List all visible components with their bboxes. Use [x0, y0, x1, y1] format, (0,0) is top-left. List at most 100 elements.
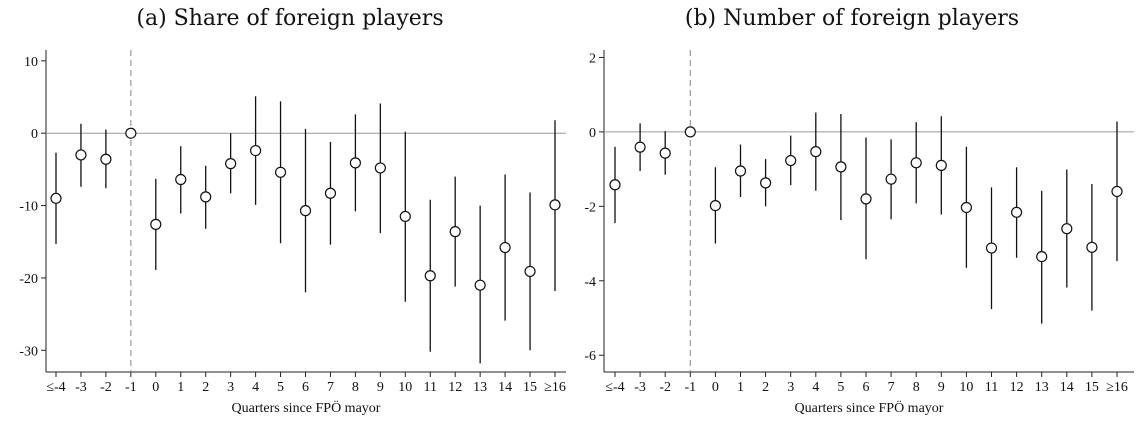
x-axis-title: Quarters since FPÖ mayor	[232, 399, 381, 416]
point-estimate	[100, 153, 112, 165]
y-tick-label: 0	[589, 126, 596, 141]
x-tick-label: 7	[327, 380, 334, 395]
x-tick-label: -1	[684, 380, 696, 395]
x-tick-label: -3	[634, 380, 646, 395]
point-estimate	[374, 162, 386, 174]
point-estimate	[150, 218, 162, 230]
x-tick-label: 14	[1060, 380, 1074, 395]
point-estimate	[1086, 241, 1098, 253]
panel-b-title: (b) Number of foreign players	[684, 6, 1020, 31]
x-tick-label: -1	[125, 380, 137, 395]
y-tick-label: 0	[31, 127, 38, 142]
point-estimate	[175, 173, 187, 186]
x-tick-label: ≤-4	[605, 380, 624, 395]
x-tick-label: 8	[352, 380, 359, 395]
x-tick-label: 15	[1085, 380, 1099, 395]
point-estimate	[1036, 251, 1048, 263]
x-tick-label: 2	[202, 380, 209, 395]
x-tick-label: 9	[938, 380, 945, 395]
point-estimate	[1111, 185, 1123, 198]
x-tick-label: 0	[712, 380, 719, 395]
panel-b-plot: 20-2-4-6≤-4 -3 -2 -1 0 1 2 3 4 5 6 7 8 9 10 11 12 13 14 15 ≥…	[584, 50, 1134, 416]
point-estimate	[609, 179, 621, 191]
point-estimate	[1010, 206, 1023, 218]
point-estimate	[1061, 223, 1073, 235]
x-tick-label: 0	[152, 380, 159, 395]
y-tick-label: -20	[19, 272, 38, 287]
point-estimate	[274, 166, 287, 178]
y-tick-label: 10	[24, 55, 38, 70]
x-tick-label: 7	[888, 380, 895, 395]
point-estimate	[860, 193, 872, 205]
point-estimate	[349, 157, 361, 169]
x-tick-label: 5	[837, 380, 844, 395]
x-tick-label: ≤-4	[46, 380, 65, 395]
point-estimate	[499, 241, 511, 254]
point-estimate	[125, 127, 137, 139]
y-tick-label: -4	[584, 275, 596, 290]
point-estimate	[225, 158, 237, 170]
x-tick-label: 9	[377, 380, 384, 395]
y-tick-label: -10	[19, 200, 38, 215]
x-tick-label: 12	[1010, 380, 1024, 395]
point-estimate	[449, 226, 461, 238]
point-estimate	[785, 154, 797, 167]
x-tick-label: 3	[227, 380, 234, 395]
x-tick-label: 11	[985, 380, 998, 395]
panel-a-title: (a) Share of foreign players	[136, 6, 444, 31]
x-tick-label: 2	[762, 380, 769, 395]
point-estimate	[810, 146, 822, 158]
x-tick-label: 1	[737, 380, 744, 395]
point-estimate	[634, 141, 646, 153]
x-tick-label: 13	[1035, 380, 1049, 395]
x-tick-label: 12	[448, 380, 462, 395]
point-estimate	[885, 173, 897, 185]
point-estimate	[549, 199, 561, 211]
x-tick-label: 4	[812, 380, 819, 395]
point-estimate	[985, 242, 998, 254]
x-tick-label: 5	[277, 380, 284, 395]
point-estimate	[835, 161, 847, 173]
x-tick-label: -2	[100, 380, 112, 395]
point-estimate	[734, 165, 747, 177]
x-tick-label: -2	[659, 380, 671, 395]
y-tick-label: -6	[584, 349, 596, 364]
point-estimate	[684, 126, 696, 138]
x-tick-label: ≥16	[1106, 380, 1128, 395]
y-tick-label: 2	[589, 51, 596, 66]
point-estimate	[200, 191, 212, 203]
x-tick-label: ≥16	[544, 380, 566, 395]
x-tick-label: 10	[398, 380, 412, 395]
point-estimate	[910, 157, 922, 169]
point-estimate	[324, 187, 337, 199]
y-tick-label: -2	[584, 200, 596, 215]
point-estimate	[424, 270, 436, 282]
x-tick-label: 10	[959, 380, 973, 395]
point-estimate	[759, 177, 772, 189]
x-tick-label: 14	[498, 380, 512, 395]
point-estimate	[50, 192, 62, 204]
x-tick-label: 15	[523, 380, 537, 395]
point-estimate	[399, 210, 411, 223]
point-estimate	[960, 201, 973, 214]
x-tick-label: 6	[863, 380, 870, 395]
panel-a-plot: 100-10-20-30≤-4 -3 -2 -1 0 1 2 3 4 5 6 7 8 9 10 11 12 13 1…	[19, 50, 566, 416]
point-estimate	[75, 149, 87, 161]
x-axis-title: Quarters since FPÖ mayor	[795, 399, 944, 416]
x-tick-label: 13	[473, 380, 487, 395]
x-tick-label: -3	[75, 380, 87, 395]
point-estimate	[935, 159, 947, 171]
point-estimate	[299, 205, 312, 217]
x-tick-label: 6	[302, 380, 309, 395]
point-estimate	[474, 279, 486, 291]
point-estimate	[709, 200, 722, 212]
x-tick-label: 1	[177, 380, 184, 395]
point-estimate	[659, 147, 671, 159]
y-tick-label: -30	[19, 344, 38, 359]
point-estimate	[524, 265, 536, 278]
x-tick-label: 11	[424, 380, 437, 395]
x-tick-label: 4	[252, 380, 259, 395]
point-estimate	[250, 144, 262, 157]
x-tick-label: 8	[913, 380, 920, 395]
